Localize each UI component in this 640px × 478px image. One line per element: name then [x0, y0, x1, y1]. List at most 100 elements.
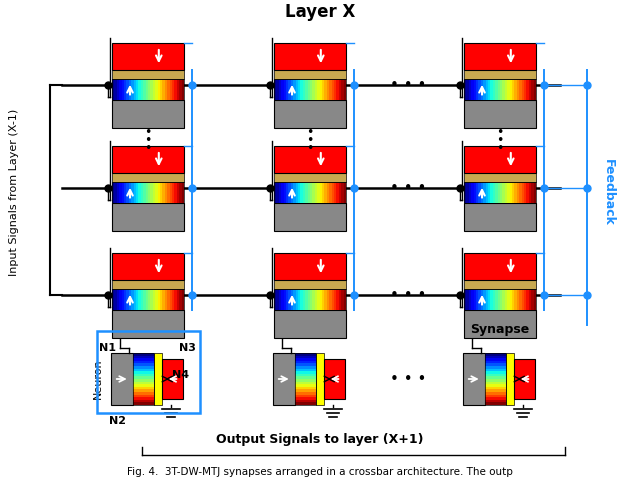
- Bar: [339, 182, 341, 203]
- Bar: [513, 359, 534, 399]
- Bar: [295, 363, 316, 366]
- Bar: [276, 289, 279, 310]
- Bar: [146, 289, 148, 310]
- Bar: [298, 289, 301, 310]
- Bar: [122, 289, 124, 310]
- Bar: [295, 353, 316, 356]
- Bar: [119, 289, 122, 310]
- Bar: [485, 360, 506, 363]
- Bar: [308, 289, 310, 310]
- Bar: [274, 146, 346, 173]
- Bar: [481, 182, 483, 203]
- Bar: [517, 289, 520, 310]
- Bar: [131, 79, 134, 100]
- Bar: [312, 79, 315, 100]
- Bar: [327, 289, 330, 310]
- Bar: [344, 182, 346, 203]
- Bar: [485, 384, 506, 387]
- Bar: [529, 289, 531, 310]
- Bar: [138, 79, 141, 100]
- Bar: [295, 397, 316, 400]
- Bar: [179, 289, 182, 310]
- Bar: [129, 79, 131, 100]
- Bar: [172, 289, 175, 310]
- Bar: [289, 289, 291, 310]
- Bar: [493, 79, 495, 100]
- Bar: [327, 79, 330, 100]
- Bar: [155, 182, 158, 203]
- Bar: [154, 353, 161, 405]
- Bar: [165, 182, 168, 203]
- Bar: [507, 289, 510, 310]
- Bar: [339, 289, 341, 310]
- Bar: [464, 310, 536, 338]
- Text: •
•
•: • • •: [144, 126, 152, 154]
- Bar: [474, 79, 476, 100]
- Bar: [274, 253, 346, 280]
- Bar: [274, 280, 346, 289]
- Bar: [481, 79, 483, 100]
- Bar: [505, 289, 508, 310]
- Bar: [119, 182, 122, 203]
- Bar: [315, 289, 317, 310]
- Bar: [464, 146, 536, 173]
- Text: • • •: • • •: [390, 77, 426, 93]
- Bar: [148, 289, 150, 310]
- Bar: [115, 79, 117, 100]
- Bar: [296, 289, 298, 310]
- Bar: [485, 363, 506, 366]
- Bar: [167, 79, 170, 100]
- Bar: [498, 289, 500, 310]
- Bar: [476, 182, 479, 203]
- Bar: [515, 79, 517, 100]
- Bar: [490, 289, 493, 310]
- Bar: [531, 182, 534, 203]
- Bar: [150, 79, 153, 100]
- Bar: [464, 79, 536, 100]
- Bar: [329, 182, 332, 203]
- Bar: [485, 381, 506, 384]
- Bar: [481, 289, 483, 310]
- Bar: [485, 376, 506, 379]
- Bar: [488, 79, 491, 100]
- Bar: [131, 182, 134, 203]
- Bar: [122, 182, 124, 203]
- Bar: [286, 79, 289, 100]
- Bar: [281, 79, 284, 100]
- Bar: [485, 371, 506, 374]
- Bar: [161, 359, 182, 399]
- Bar: [490, 182, 493, 203]
- Bar: [124, 289, 127, 310]
- Bar: [112, 289, 115, 310]
- Bar: [133, 387, 154, 390]
- Bar: [534, 79, 536, 100]
- Bar: [486, 182, 488, 203]
- Bar: [274, 79, 346, 100]
- Bar: [522, 182, 524, 203]
- Bar: [300, 289, 303, 310]
- Bar: [463, 353, 485, 405]
- Text: • • •: • • •: [390, 287, 426, 303]
- Bar: [507, 79, 510, 100]
- Bar: [319, 79, 322, 100]
- Text: Synapse: Synapse: [470, 324, 530, 337]
- Bar: [127, 289, 129, 310]
- Bar: [293, 289, 296, 310]
- Bar: [310, 79, 312, 100]
- Bar: [115, 182, 117, 203]
- Bar: [485, 358, 506, 361]
- Bar: [485, 379, 506, 381]
- Bar: [136, 182, 139, 203]
- Bar: [143, 79, 146, 100]
- Bar: [312, 289, 315, 310]
- Bar: [310, 182, 312, 203]
- Bar: [274, 182, 346, 203]
- Bar: [295, 371, 316, 374]
- Bar: [531, 289, 534, 310]
- Text: N1: N1: [99, 343, 115, 353]
- Bar: [295, 366, 316, 369]
- Bar: [179, 79, 182, 100]
- Bar: [274, 289, 346, 310]
- Bar: [129, 182, 131, 203]
- Bar: [291, 79, 293, 100]
